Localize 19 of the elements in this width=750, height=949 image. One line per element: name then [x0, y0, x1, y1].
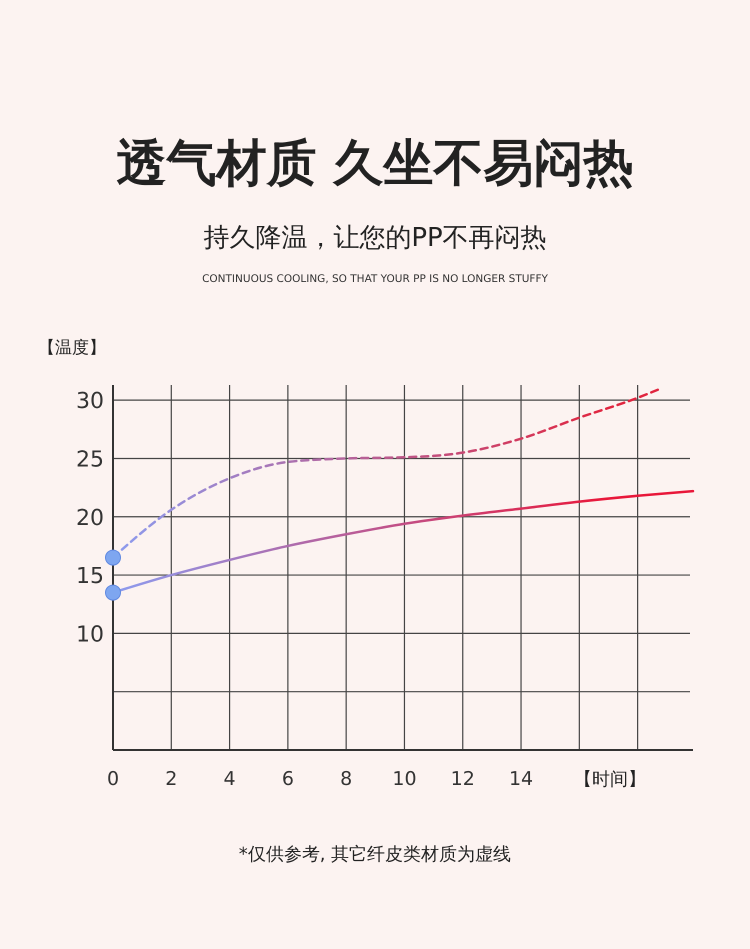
y-tick-label: 20: [76, 506, 104, 531]
y-tick-label: 15: [76, 564, 104, 590]
x-tick-label: 12: [450, 768, 475, 790]
x-axis-title: 【时间】: [574, 769, 646, 790]
y-tick-label: 30: [76, 389, 104, 414]
y-tick-label: 25: [76, 447, 104, 472]
x-tick-label: 2: [165, 768, 178, 790]
text: *仅供参考, 其它纤皮类材质为虚线: [238, 844, 512, 865]
y-axis-title: 【温度】: [38, 338, 106, 358]
x-tick-label: 10: [392, 768, 417, 790]
x-tick-label: 4: [224, 768, 236, 790]
x-tick-label: 0: [106, 768, 120, 790]
x-tick-label: 6: [282, 768, 294, 790]
chart-subtitle: 持久降温，让您的PP不再闷热: [203, 223, 547, 253]
x-tick-label: 14: [508, 768, 534, 790]
chart-title: 透气材质 久坐不易闷热: [116, 134, 634, 192]
text: CONTINUOUS COOLING, SO THAT YOUR PP IS NO LONGER STUFFY: [202, 273, 549, 285]
x-tick-label: 8: [340, 768, 352, 790]
y-tick-label: 10: [76, 622, 104, 648]
